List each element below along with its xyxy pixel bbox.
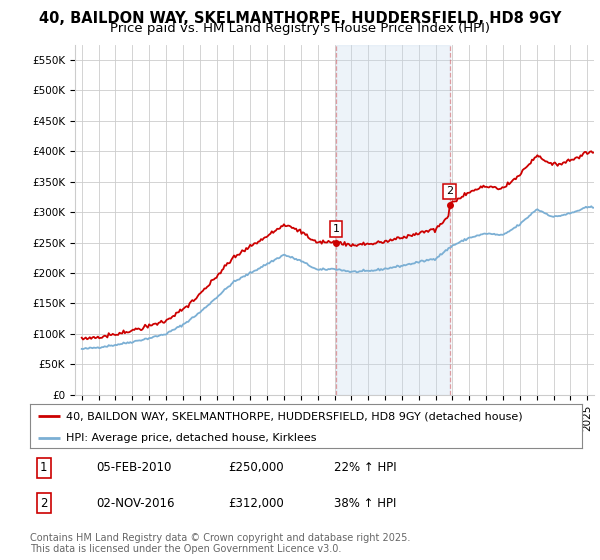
Text: HPI: Average price, detached house, Kirklees: HPI: Average price, detached house, Kirk…: [66, 433, 316, 444]
Text: 2: 2: [40, 497, 47, 510]
Text: 2: 2: [446, 186, 453, 197]
Text: 1: 1: [40, 461, 47, 474]
Bar: [336, 45, 449, 395]
Text: 05-FEB-2010: 05-FEB-2010: [96, 461, 172, 474]
Text: £250,000: £250,000: [229, 461, 284, 474]
Text: 22% ↑ HPI: 22% ↑ HPI: [334, 461, 396, 474]
Text: Price paid vs. HM Land Registry's House Price Index (HPI): Price paid vs. HM Land Registry's House …: [110, 22, 490, 35]
Text: 1: 1: [332, 224, 340, 234]
Text: 40, BAILDON WAY, SKELMANTHORPE, HUDDERSFIELD, HD8 9GY (detached house): 40, BAILDON WAY, SKELMANTHORPE, HUDDERSF…: [66, 411, 523, 421]
Text: 40, BAILDON WAY, SKELMANTHORPE, HUDDERSFIELD, HD8 9GY: 40, BAILDON WAY, SKELMANTHORPE, HUDDERSF…: [39, 11, 561, 26]
Text: Contains HM Land Registry data © Crown copyright and database right 2025.
This d: Contains HM Land Registry data © Crown c…: [30, 533, 410, 554]
Text: £312,000: £312,000: [229, 497, 284, 510]
Text: 38% ↑ HPI: 38% ↑ HPI: [334, 497, 396, 510]
Text: 02-NOV-2016: 02-NOV-2016: [96, 497, 175, 510]
